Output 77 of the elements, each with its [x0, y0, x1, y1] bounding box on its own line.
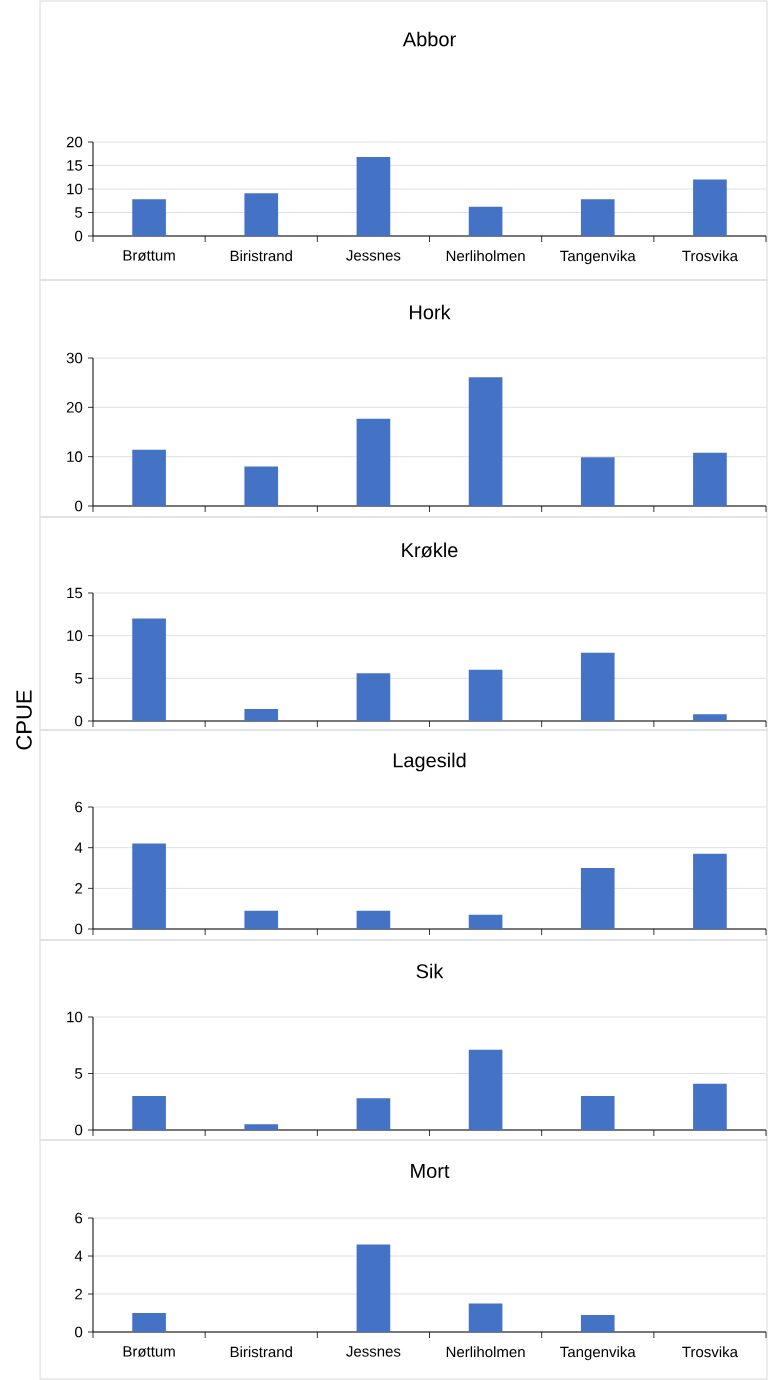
bar: [356, 673, 391, 722]
chart-title: Abbor: [402, 31, 456, 47]
y-tick-label: 0: [75, 230, 83, 242]
bar: [132, 843, 166, 930]
x-tick-label: Trosvika: [682, 1346, 738, 1358]
y-tick-label: 5: [75, 207, 83, 218]
y-tick-label: 5: [75, 1068, 83, 1079]
x-tick-label: Brøttum: [123, 1346, 175, 1357]
y-tick-label: 0: [75, 1326, 83, 1338]
y-tick-label: 2: [75, 883, 83, 894]
bar: [693, 853, 727, 930]
x-tick-label: Biristrand: [230, 1346, 292, 1358]
y-tick-label: 10: [67, 183, 83, 195]
bar: [580, 1096, 615, 1131]
y-tick-label: 15: [67, 587, 83, 599]
y-tick-label: 30: [66, 352, 83, 364]
bar: [468, 206, 503, 236]
bar: [693, 179, 727, 236]
bar: [244, 709, 279, 722]
y-tick-label: 15: [67, 160, 83, 171]
bar: [356, 1098, 391, 1131]
chart-title: Mort: [411, 1164, 450, 1178]
y-tick-label: 10: [67, 1011, 83, 1023]
bar: [580, 1314, 615, 1333]
bar: [356, 1244, 391, 1333]
y-tick-label: 2: [75, 1288, 83, 1300]
chart-title: Krøkle: [402, 542, 458, 558]
y-tick-label: 0: [75, 923, 83, 935]
bar: [468, 377, 503, 507]
bar: [693, 452, 727, 507]
x-tick-label: Tangenvika: [560, 1346, 636, 1361]
bar: [580, 868, 615, 930]
bar: [468, 1049, 503, 1131]
y-tick-label: 0: [75, 715, 83, 727]
y-tick-label: 10: [67, 630, 83, 641]
x-tick-label: Trosvika: [682, 250, 738, 262]
bar: [244, 466, 279, 507]
bar: [356, 157, 391, 236]
y-tick-label: 6: [75, 1212, 83, 1224]
bar: [132, 449, 166, 507]
y-tick-label: 4: [74, 842, 83, 853]
bar: [580, 199, 615, 236]
y-axis-title: CPUE: [16, 690, 32, 750]
x-tick-label: Biristrand: [230, 250, 292, 262]
y-tick-label: 10: [67, 451, 83, 462]
chart-title: Hork: [410, 304, 451, 320]
bar: [580, 457, 615, 507]
x-tick-label: Tangenvika: [560, 250, 636, 265]
y-tick-label: 4: [74, 1250, 83, 1262]
y-tick-label: 20: [66, 136, 83, 148]
bar: [244, 910, 279, 930]
bar: [468, 914, 503, 930]
bar: [580, 652, 615, 722]
bar: [468, 1303, 503, 1333]
bar: [468, 669, 503, 722]
bar: [132, 1313, 166, 1333]
bar: [356, 418, 391, 507]
x-tick-label: Nerliholmen: [446, 1346, 525, 1358]
y-tick-label: 0: [75, 500, 83, 512]
bar: [132, 618, 166, 722]
y-tick-label: 20: [66, 402, 83, 413]
y-tick-label: 0: [75, 1124, 83, 1136]
bar: [356, 910, 391, 930]
bar: [244, 1124, 279, 1131]
x-tick-label: Brøttum: [123, 250, 175, 261]
x-tick-label: Nerliholmen: [446, 250, 525, 262]
x-tick-label: Jessnes: [346, 1346, 401, 1357]
bar: [132, 1096, 166, 1131]
bar: [132, 199, 166, 236]
y-tick-label: 5: [75, 673, 83, 684]
bar: [244, 193, 279, 236]
bar: [693, 714, 727, 722]
x-tick-label: Jessnes: [346, 250, 401, 261]
chart-title: Lagesild: [393, 752, 466, 772]
bar: [693, 1083, 727, 1131]
chart-title: Sik: [416, 963, 444, 979]
y-tick-label: 6: [75, 801, 83, 813]
